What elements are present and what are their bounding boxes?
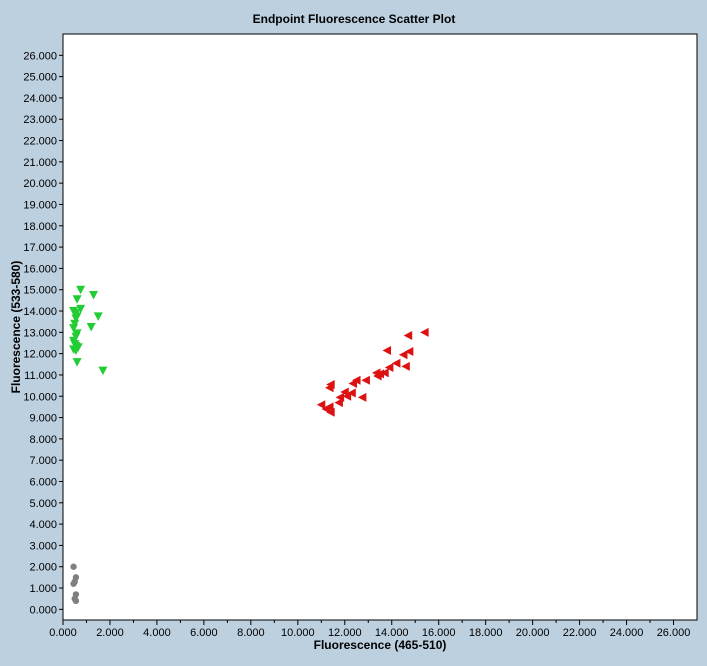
y-tick-label: 23.000 bbox=[23, 114, 57, 126]
x-axis-label: Fluorescence (465-510) bbox=[314, 638, 447, 652]
data-point bbox=[98, 366, 108, 376]
x-tick-label: 4.000 bbox=[143, 627, 171, 639]
data-point bbox=[373, 371, 382, 381]
data-point bbox=[342, 391, 352, 401]
x-tick-label: 14.000 bbox=[375, 627, 409, 639]
data-point bbox=[420, 327, 429, 337]
y-tick-label: 4.000 bbox=[29, 519, 57, 531]
data-point bbox=[93, 312, 103, 321]
x-tick-label: 20.000 bbox=[516, 627, 550, 639]
x-tick-label: 16.000 bbox=[422, 627, 456, 639]
data-point bbox=[86, 323, 96, 332]
y-tick-label: 24.000 bbox=[23, 93, 57, 105]
x-tick-label: 10.000 bbox=[281, 627, 315, 639]
y-tick-label: 22.000 bbox=[23, 136, 57, 148]
chart-title: Endpoint Fluorescence Scatter Plot bbox=[253, 12, 456, 26]
y-tick-label: 25.000 bbox=[23, 72, 57, 84]
data-point bbox=[404, 347, 414, 357]
data-point bbox=[398, 350, 408, 360]
y-tick-label: 11.000 bbox=[24, 370, 57, 382]
x-tick-label: 6.000 bbox=[190, 627, 218, 639]
y-tick-label: 8.000 bbox=[29, 434, 57, 446]
x-tick-label: 24.000 bbox=[610, 627, 644, 639]
data-point bbox=[401, 361, 410, 371]
data-point bbox=[71, 346, 81, 355]
data-point bbox=[71, 314, 81, 323]
x-tick-label: 18.000 bbox=[469, 627, 503, 639]
data-point bbox=[76, 285, 86, 295]
y-tick-label: 15.000 bbox=[23, 285, 57, 297]
data-point bbox=[357, 392, 367, 402]
data-point bbox=[347, 388, 356, 398]
data-point bbox=[384, 362, 394, 372]
x-tick-label: 0.000 bbox=[49, 627, 77, 639]
y-tick-label: 1.000 bbox=[29, 583, 57, 595]
data-point bbox=[72, 597, 80, 605]
data-point bbox=[70, 319, 80, 329]
data-point bbox=[325, 383, 334, 393]
y-tick-label: 26.000 bbox=[23, 50, 57, 62]
data-point bbox=[348, 378, 357, 388]
y-tick-label: 2.000 bbox=[29, 562, 57, 574]
x-tick-label: 12.000 bbox=[328, 627, 362, 639]
y-tick-label: 10.000 bbox=[23, 391, 57, 403]
y-tick-label: 19.000 bbox=[23, 199, 57, 211]
data-point bbox=[69, 324, 79, 333]
data-point bbox=[403, 331, 413, 341]
data-points bbox=[69, 285, 429, 605]
data-point bbox=[70, 563, 77, 570]
y-tick-label: 16.000 bbox=[23, 263, 57, 275]
data-point bbox=[326, 407, 335, 417]
y-tick-label: 0.000 bbox=[29, 604, 57, 616]
y-tick-label: 5.000 bbox=[29, 498, 57, 510]
y-tick-label: 13.000 bbox=[23, 327, 57, 339]
y-axis-label: Fluorescence (533-580) bbox=[9, 261, 23, 394]
x-tick-label: 22.000 bbox=[563, 627, 597, 639]
data-point bbox=[321, 404, 330, 414]
y-tick-label: 12.000 bbox=[23, 349, 57, 361]
x-tick-label: 26.000 bbox=[657, 627, 691, 639]
y-tick-label: 9.000 bbox=[29, 413, 57, 425]
data-point bbox=[70, 580, 77, 587]
y-tick-label: 7.000 bbox=[29, 455, 57, 467]
x-tick-label: 8.000 bbox=[237, 627, 265, 639]
y-tick-label: 6.000 bbox=[29, 476, 57, 488]
data-point bbox=[316, 400, 326, 410]
y-tick-label: 14.000 bbox=[23, 306, 57, 318]
data-point bbox=[72, 358, 82, 367]
data-point bbox=[334, 398, 343, 408]
y-tick-label: 21.000 bbox=[23, 157, 57, 169]
y-tick-label: 20.000 bbox=[23, 178, 57, 190]
data-point bbox=[71, 332, 81, 342]
x-axis: 0.000 2.000 4.000 6.000 8.000 10.000 12.000 14.… bbox=[49, 620, 690, 639]
data-point bbox=[391, 358, 401, 368]
data-point bbox=[89, 291, 99, 300]
y-tick-label: 17.000 bbox=[23, 242, 57, 254]
data-point bbox=[72, 295, 82, 304]
data-point bbox=[382, 345, 392, 355]
data-point bbox=[361, 375, 370, 385]
y-axis: 0.000 1.000 2.000 3.000 4.000 5.000 6.000 7.000… bbox=[23, 50, 63, 616]
data-point bbox=[380, 368, 389, 378]
y-tick-label: 3.000 bbox=[29, 540, 57, 552]
plot-area bbox=[62, 33, 698, 621]
x-tick-label: 2.000 bbox=[96, 627, 124, 639]
y-tick-label: 18.000 bbox=[23, 221, 57, 233]
data-point bbox=[76, 304, 86, 314]
